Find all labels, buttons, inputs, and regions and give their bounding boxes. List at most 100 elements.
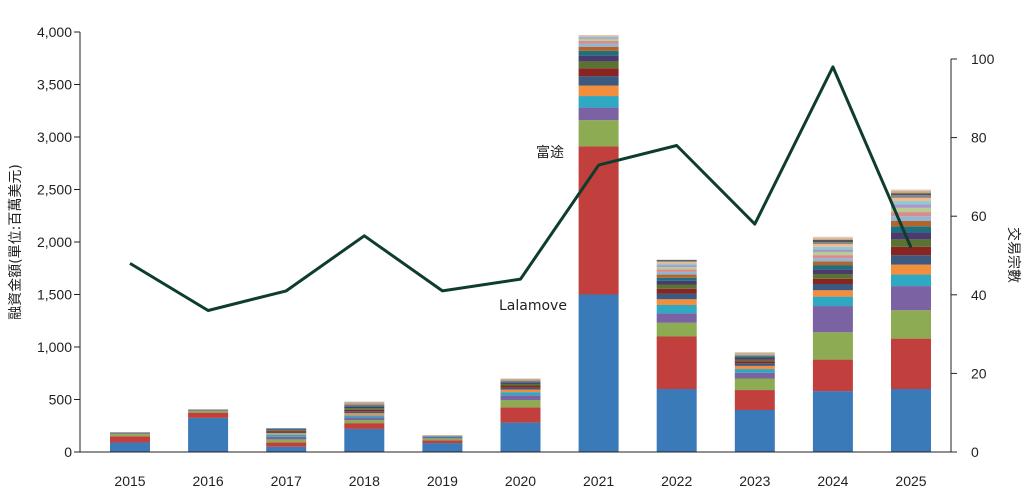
bar-2015-segment-4 (110, 432, 150, 434)
bar-2018-segment-13 (344, 402, 385, 404)
bar-2021-segment-1 (578, 146, 619, 295)
bar-2017-segment-6 (266, 431, 307, 434)
bar-2017-segment-8 (266, 429, 307, 431)
x-tick-label: 2019 (427, 473, 458, 489)
bar-2022-segment-19 (656, 259, 697, 261)
bar-2024-segment-12 (812, 258, 853, 262)
bar-2019-segment-2 (422, 438, 463, 441)
bar-2020-segment-9 (500, 382, 541, 384)
bar-2022-segment-1 (656, 336, 697, 389)
bar-2020-segment-4 (500, 392, 541, 396)
bar-2021-segment-8 (578, 61, 619, 69)
bar-2022-segment-0 (656, 389, 697, 452)
bar-2017-segment-10 (266, 428, 307, 430)
bar-2016-segment-3 (188, 409, 229, 411)
left-tick-label: 3,500 (37, 77, 72, 93)
x-tick-label: 2023 (739, 473, 770, 489)
left-tick-label: 2,000 (37, 234, 72, 250)
bar-2023-segment-2 (734, 378, 775, 391)
bar-2024-segment-2 (812, 332, 853, 360)
bar-2023-segment-8 (734, 359, 775, 362)
bars-layer (110, 35, 931, 453)
x-tick-label: 2022 (661, 473, 692, 489)
bar-2021-segment-2 (578, 120, 619, 147)
bar-2017-segment-9 (266, 429, 307, 430)
bar-2025-segment-14 (891, 207, 931, 213)
bar-2024-segment-18 (812, 242, 853, 245)
bar-2020-segment-8 (500, 383, 541, 386)
bar-2022-segment-11 (656, 274, 697, 278)
bar-2022-segment-12 (656, 271, 697, 275)
bar-2024-segment-13 (812, 255, 853, 259)
bar-2024-segment-3 (812, 306, 853, 333)
bar-2019-segment-5 (422, 435, 463, 436)
bar-2021-segment-17 (578, 35, 619, 37)
bar-2025-segment-0 (891, 389, 931, 452)
bar-2022-segment-18 (656, 260, 697, 262)
bar-2025-segment-6 (891, 255, 931, 265)
bar-2025-segment-2 (891, 310, 931, 339)
bar-2023-segment-1 (734, 390, 775, 410)
x-tick-label: 2020 (505, 473, 536, 489)
bar-2025-segment-18 (891, 195, 931, 198)
bar-2018-segment-3 (344, 417, 385, 420)
bar-2024-segment-16 (812, 246, 853, 250)
bar-2020-segment-11 (500, 380, 541, 382)
bar-2016-segment-2 (188, 410, 229, 413)
bar-2021-segment-12 (578, 43, 619, 47)
bar-2019-segment-1 (422, 440, 463, 444)
bar-2022-segment-15 (656, 265, 697, 268)
bar-2017-segment-7 (266, 430, 307, 432)
bar-2021-segment-13 (578, 40, 619, 44)
left-tick-label: 500 (49, 392, 73, 408)
bar-2023-segment-5 (734, 365, 775, 370)
bar-2018-segment-2 (344, 419, 385, 424)
bar-2022-segment-10 (656, 277, 697, 281)
bar-2025-segment-17 (891, 197, 931, 202)
bar-2025-segment-7 (891, 246, 931, 256)
x-tick-label: 2017 (271, 473, 302, 489)
bar-2022-segment-3 (656, 313, 697, 323)
bar-2025-segment-8 (891, 239, 931, 247)
bar-2021-segment-11 (578, 46, 619, 51)
bar-2017-segment-3 (266, 436, 307, 440)
bar-2020-segment-1 (500, 407, 541, 423)
bar-2022-segment-9 (656, 280, 697, 285)
left-tick-label: 1,000 (37, 339, 72, 355)
bar-2025-segment-15 (891, 204, 931, 208)
bar-2025-segment-5 (891, 264, 931, 275)
bar-2018-segment-5 (344, 413, 385, 416)
right-tick-label: 0 (971, 444, 979, 460)
bar-2023-segment-4 (734, 369, 775, 373)
bar-2022-segment-4 (656, 305, 697, 314)
bar-2022-segment-14 (656, 267, 697, 270)
bar-2024-segment-4 (812, 296, 853, 307)
bar-2024-segment-1 (812, 359, 853, 392)
bar-2021-segment-4 (578, 96, 619, 108)
bar-2024-segment-21 (812, 236, 853, 239)
bar-2024-segment-11 (812, 261, 853, 266)
bar-2017-segment-0 (266, 446, 307, 452)
left-axis-title: 融資金額(單位:百萬美元) (8, 164, 24, 320)
bar-2024-segment-10 (812, 265, 853, 270)
bar-2025-segment-3 (891, 286, 931, 311)
bar-2024-segment-19 (812, 239, 853, 242)
bar-2018-segment-9 (344, 406, 385, 409)
bar-2021-segment-5 (578, 85, 619, 97)
bar-2016-segment-1 (188, 412, 229, 418)
bar-2015-segment-3 (110, 433, 150, 435)
bar-2020-segment-2 (500, 400, 541, 408)
left-tick-label: 1,500 (37, 287, 72, 303)
bar-2023-segment-14 (734, 352, 775, 354)
bar-2016-segment-0 (188, 417, 229, 453)
bar-2020-segment-7 (500, 385, 541, 388)
bar-2019-segment-4 (422, 435, 463, 437)
bar-2023-segment-9 (734, 358, 775, 360)
bar-2018-segment-0 (344, 428, 385, 452)
bar-2021-segment-9 (578, 55, 619, 62)
bar-2018-segment-4 (344, 415, 385, 418)
bar-2024-segment-0 (812, 391, 853, 452)
bar-2022-segment-6 (656, 293, 697, 300)
x-axis: 2015 2016 2017 2018 2019 2020 2021 2022 2023 2024… (80, 451, 951, 489)
